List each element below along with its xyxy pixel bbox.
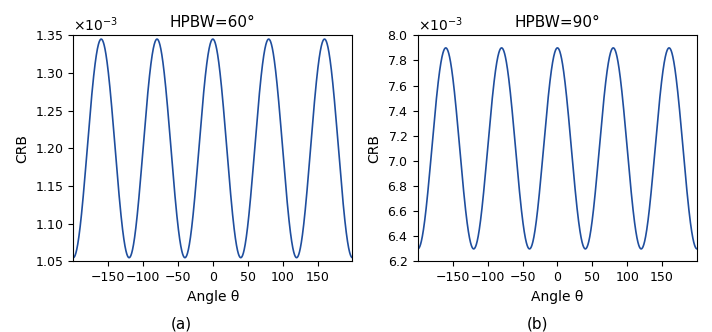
Title: HPBW=90°: HPBW=90° xyxy=(515,15,600,30)
Text: (b): (b) xyxy=(527,317,548,332)
Y-axis label: CRB: CRB xyxy=(15,134,29,163)
Text: (a): (a) xyxy=(171,317,192,332)
X-axis label: Angle θ: Angle θ xyxy=(531,290,584,304)
Title: HPBW=60°: HPBW=60° xyxy=(170,15,256,30)
Y-axis label: CRB: CRB xyxy=(367,134,382,163)
X-axis label: Angle θ: Angle θ xyxy=(187,290,239,304)
